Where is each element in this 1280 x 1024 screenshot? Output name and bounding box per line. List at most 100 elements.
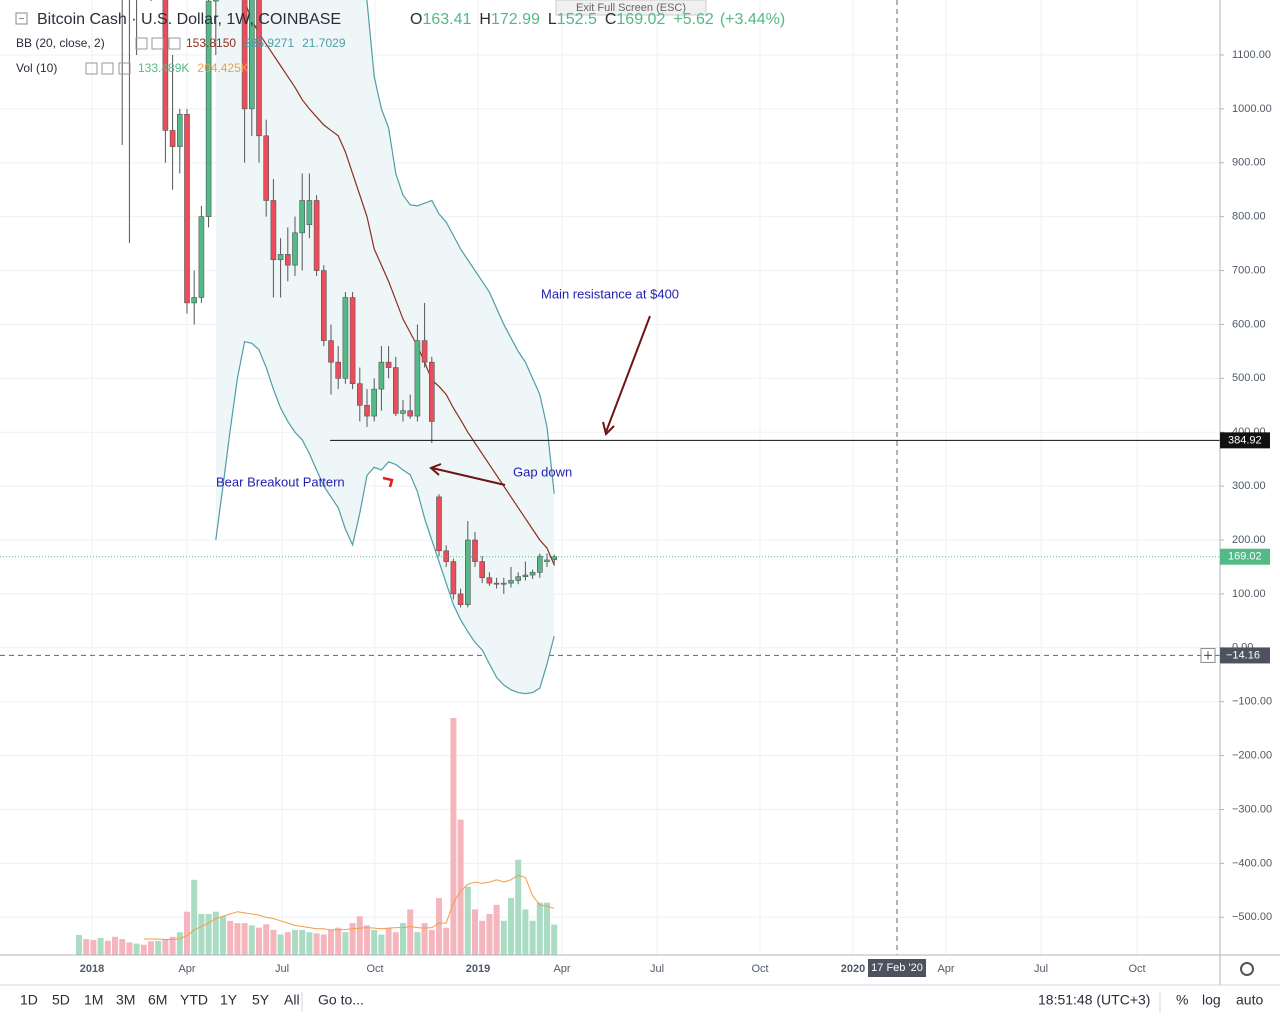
ohlc-letter: C (605, 11, 617, 28)
range-button[interactable]: 3M (116, 992, 135, 1008)
bb-middle: 153.8150 (186, 36, 236, 50)
candle-body (522, 574, 529, 577)
annotation: Gap down (513, 464, 572, 479)
settings-icon[interactable] (1240, 962, 1254, 976)
candle-body (457, 593, 464, 605)
arrow-mark (382, 476, 394, 488)
arrow-head (429, 463, 442, 476)
volume-bar (198, 913, 205, 955)
ohlc-values: O163.41 H172.99 L152.5 C169.02 +5.62 (+3.44%) (410, 11, 785, 28)
range-button[interactable]: 6M (148, 992, 167, 1008)
range-button[interactable]: YTD (180, 992, 208, 1008)
volume-bar (443, 927, 450, 955)
volume-bar (119, 939, 126, 955)
crosshair-plus-icon (1204, 651, 1212, 660)
volume-bar (457, 819, 464, 955)
candle-body (508, 580, 514, 584)
collapse-icon[interactable] (15, 12, 28, 25)
range-button[interactable]: 5D (52, 992, 70, 1008)
range-button[interactable]: 1M (84, 992, 103, 1008)
crosshair-label: −14.16 (1226, 649, 1260, 661)
candle-body (544, 559, 550, 562)
ohlc-value: 169.02 (616, 11, 665, 28)
volume-bar (227, 920, 234, 955)
goto-button[interactable]: Go to... (318, 992, 364, 1008)
volume-bar (349, 923, 356, 955)
price-label-bg (1220, 548, 1270, 565)
candle-body (191, 297, 197, 304)
candle-body (515, 576, 522, 581)
candle-body (292, 232, 298, 266)
eye-icon[interactable] (135, 37, 148, 50)
x-tick-label: Apr (937, 963, 954, 975)
candle-body (493, 582, 500, 585)
close-icon[interactable] (118, 62, 131, 75)
change: +5.62 (673, 11, 714, 28)
volume-bar (385, 927, 392, 955)
gear-icon[interactable] (101, 62, 114, 75)
y-tick-label: −500.00 (1232, 911, 1272, 923)
tooltip-box (555, 0, 707, 16)
range-button[interactable]: All (284, 992, 300, 1008)
candle-body (407, 410, 414, 417)
x-tick-label: 2018 (80, 963, 104, 975)
candle-body (479, 561, 486, 579)
eye-icon[interactable] (85, 62, 98, 75)
candle-body (328, 340, 334, 363)
y-tick-label: 1000.00 (1232, 103, 1272, 115)
volume-bar (205, 913, 212, 955)
candle-body (436, 496, 442, 552)
annotation: Bear Breakout Pattern (216, 474, 345, 489)
candle-body (378, 361, 385, 390)
price-label: 169.02 (1228, 551, 1262, 563)
candle-body (241, 0, 248, 110)
candle-body (364, 404, 370, 417)
bb-upper (366, 0, 555, 494)
close-icon[interactable] (168, 37, 181, 50)
scale-option[interactable]: log (1202, 992, 1221, 1008)
scale-option[interactable]: % (1176, 992, 1188, 1008)
candle-body (472, 539, 478, 562)
volume-bar (529, 920, 536, 955)
gear-icon[interactable] (151, 37, 164, 50)
volume-bar (551, 924, 558, 955)
y-tick-label: −300.00 (1232, 803, 1272, 815)
volume-bar (436, 898, 442, 955)
candle-body (270, 200, 277, 261)
range-button[interactable]: 1Y (220, 992, 238, 1008)
volume-bar (299, 929, 306, 955)
y-tick-label: 900.00 (1232, 157, 1266, 169)
volume-bar (414, 932, 421, 955)
volume-bar (97, 937, 104, 955)
volume-bar (479, 920, 486, 955)
volume-bar (486, 913, 493, 955)
candle-body (356, 383, 363, 406)
volume-bar (270, 929, 277, 955)
x-tick-label: Apr (178, 963, 195, 975)
volume-ma (143, 874, 555, 941)
volume-bar (256, 927, 262, 955)
volume-bar (148, 941, 154, 955)
bottom-toolbar: 1D 5D 1M 3M 6M YTD 1Y 5Y All Go to... 18:51:48 (UT… (20, 992, 1263, 1012)
legend-icons (85, 37, 181, 75)
scale-option[interactable]: auto (1236, 992, 1263, 1008)
volume-bar (522, 909, 529, 955)
volume-bar (184, 911, 190, 955)
volume-bar (83, 939, 90, 955)
annotations: Main resistance at $400 Gap down Bear Br… (216, 286, 679, 489)
volume-bar (191, 879, 198, 955)
range-button[interactable]: 1D (20, 992, 38, 1008)
candle-body (313, 200, 320, 271)
volume-bar (277, 934, 284, 955)
bb-middle (243, 0, 555, 566)
candle-body (306, 200, 313, 226)
volume-bar (342, 932, 349, 955)
clock: 18:51:48 (UTC+3) (1038, 992, 1150, 1008)
candle-body (385, 361, 392, 368)
ohlc-value: 163.41 (422, 11, 471, 28)
y-tick-label: 600.00 (1232, 318, 1266, 330)
volume-bar (378, 934, 385, 955)
range-button[interactable]: 5Y (252, 992, 270, 1008)
bb-lower: 21.7029 (302, 36, 346, 50)
